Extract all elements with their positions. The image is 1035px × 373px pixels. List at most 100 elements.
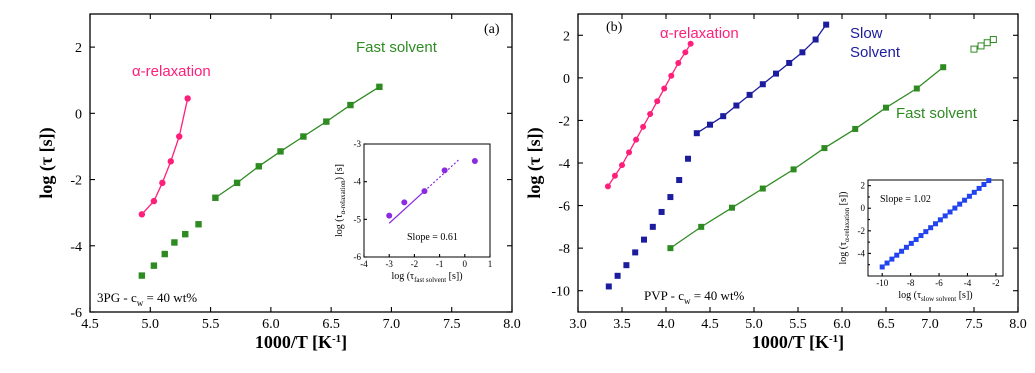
panel-b-data-point: [720, 113, 727, 120]
panel-b-y-tick-label: -4: [558, 157, 570, 172]
panel-b-data-point: [605, 283, 612, 290]
panel-b-x-axis-label: 1000/T [K-1]: [752, 332, 844, 352]
panel-a-inset-x-tick-label: 0: [463, 259, 468, 269]
panel-b-inset-data-point: [966, 193, 972, 199]
panel-a-series-2: [138, 221, 202, 279]
panel-b-data-point: [641, 236, 647, 243]
panel-b-inset-data-point: [947, 209, 953, 215]
panel-b-data-point: [687, 40, 694, 47]
panel-b-data-point: [667, 245, 674, 252]
panel-a-inset-x-label-sub: fast solvent: [414, 276, 446, 284]
panel-b-inset-data-point: [903, 244, 909, 250]
panel-b-data-point: [799, 49, 806, 56]
panel-b-data-point: [633, 136, 640, 143]
panel-a-x-axis-label-tail: ]: [341, 332, 347, 352]
panel-a-data-point: [300, 133, 307, 140]
panel-b-data-point: [852, 125, 859, 132]
panel-b-data-point: [821, 145, 828, 152]
panel-a-series-label: α-relaxation: [132, 63, 211, 80]
panel-b-data-point: [649, 223, 656, 230]
panel-b-data-point: [623, 262, 630, 269]
panel-b-inset-x-tick-label: -8: [907, 278, 915, 288]
panel-b-x-axis-label-sup: -1: [829, 333, 838, 345]
panel-a-series-1: [212, 83, 383, 201]
panel-a-data-point: [167, 158, 174, 165]
panel-a-inset-y-tick-label: -3: [354, 139, 362, 149]
panel-b-y-tick-label: -10: [551, 285, 570, 300]
panel-a-data-point: [347, 101, 354, 109]
panel-a-inset-x-label: log (τfast solvent [s]): [391, 271, 462, 284]
panel-a-data-point: [182, 230, 189, 238]
panel-a-inset-frame: [363, 143, 491, 258]
panel-a-x-axis-label-sup: -1: [332, 333, 341, 345]
panel-a-x-tick-label: 8.0: [503, 317, 521, 332]
panel-b-inset-data-point: [879, 264, 885, 270]
panel-b-y-tick-label: -6: [558, 200, 570, 215]
panel-a-data-point: [171, 239, 178, 246]
panel-a-data-point: [212, 194, 219, 201]
panel-a-inset-y-tick-label: -4: [354, 177, 362, 187]
panel-b-condition-sub: w: [684, 296, 691, 306]
panel-a-x-tick-label: 5.5: [202, 317, 220, 332]
panel-a-y-tick-label: -4: [70, 240, 82, 255]
panel-b-data-point: [619, 162, 625, 169]
panel-a-data-point: [277, 148, 284, 155]
panel-b-data-point: [733, 102, 740, 109]
panel-b-inset-y-label-sub: α-relaxation: [843, 207, 851, 241]
panel-a-data-point: [138, 211, 146, 218]
panel-b-data-point: [707, 121, 713, 128]
panel-b-inset-data-point: [913, 236, 919, 242]
panel-a-x-tick-label: 5.0: [142, 317, 160, 332]
panel-a-condition-tail: = 40 wt%: [143, 290, 197, 305]
panel-b: 3.0 3.5 4.0 4.5 5.0 5.5 6.0 6.5 7.0 7.5 8.0-10-8-6…: [524, 13, 1027, 352]
panel-b-data-point: [746, 91, 753, 98]
panel-a-data-point: [233, 179, 241, 187]
panel-b-inset-x-tick-label: -4: [964, 278, 972, 288]
panel-b-y-tick-label: 0: [563, 72, 570, 87]
panel-b-data-point: [977, 42, 985, 50]
panel-b-data-point: [970, 45, 978, 53]
panel-b-x-tick-label: 7.5: [965, 317, 983, 332]
panel-b-data-point: [989, 36, 997, 44]
panel-b-condition-tail: = 40 wt%: [690, 288, 744, 303]
panel-b-data-point: [654, 98, 661, 105]
panel-b-x-axis-label-main: 1000/T [K: [752, 332, 829, 352]
panel-b-inset-data-point: [908, 240, 914, 246]
panel-b-x-tick-label: 4.0: [657, 317, 675, 332]
panel-b-data-point: [682, 49, 689, 56]
panel-b-x-tick-label: 5.5: [789, 317, 807, 332]
panel-b-inset-slope-label: Slope = 1.02: [880, 194, 931, 205]
panel-a-data-point: [150, 197, 158, 205]
panel-b-condition-main: PVP - c: [644, 288, 684, 303]
panel-b-series-label: Fast solvent: [896, 105, 978, 122]
panel-a-condition-sub: w: [137, 298, 144, 308]
panel-a-inset-data-point: [471, 157, 478, 164]
panel-b-series-label: α-relaxation: [660, 25, 739, 42]
panel-b-data-point: [667, 194, 674, 201]
panel-a-inset-x-label-main: log (τ: [391, 271, 414, 282]
panel-a-panel-tag: (a): [484, 22, 500, 37]
panel-a-inset-x-label-tail: [s]): [446, 271, 462, 282]
panel-b-y-tick-label: -8: [558, 242, 570, 257]
panel-b-inset-y-label: log (τα-relaxation [s]): [838, 191, 851, 264]
panel-b-inset-y-tick-label: -2: [858, 226, 866, 236]
panel-b-inset-data-point: [923, 229, 929, 235]
panel-b-x-tick-label: 8.0: [1009, 317, 1027, 332]
panel-a-series-label: Fast solvent: [356, 39, 438, 56]
panel-b-inset-y-tick-label: -4: [858, 248, 866, 258]
panel-a-series-line: [215, 86, 380, 199]
panel-b-inset-data-point: [962, 197, 968, 203]
panel-a-data-point: [255, 163, 262, 170]
panel-b-data-point: [668, 72, 675, 79]
panel-a-inset-y-tick-label: -6: [354, 252, 362, 262]
panel-b-series-label: Slow: [850, 25, 883, 42]
panel-b-inset-x-label: log (τslow solvent [s]): [898, 290, 972, 303]
panel-b-inset-y-tick-label: 2: [861, 181, 866, 191]
panel-a-inset-data-point: [386, 212, 393, 219]
panel-a-x-axis-label: 1000/T [K-1]: [255, 332, 347, 352]
panel-b-data-point: [640, 123, 647, 130]
panel-a-x-tick-label: 7.5: [443, 317, 461, 332]
panel-a-series-line: [141, 98, 189, 215]
